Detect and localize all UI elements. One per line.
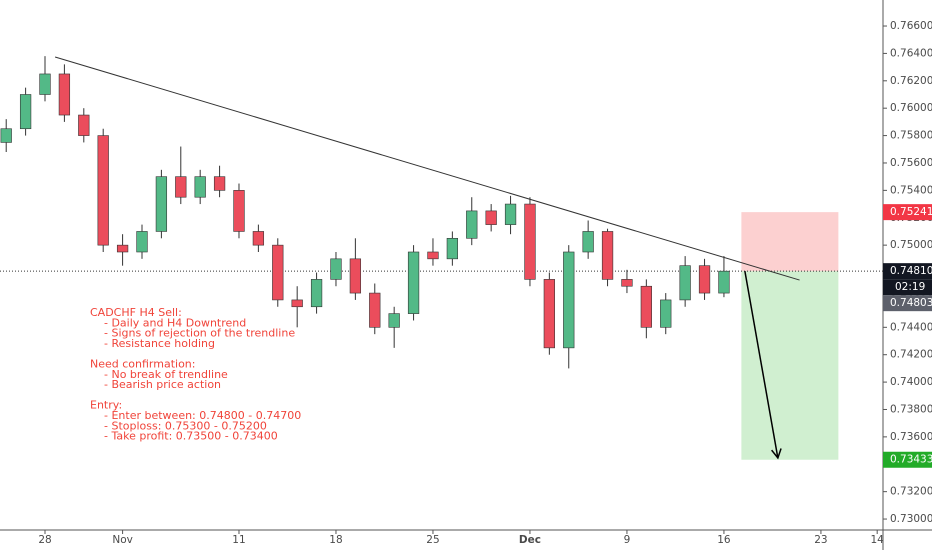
candle-body xyxy=(291,299,303,308)
y-tick-label: 0.74200 xyxy=(890,349,932,361)
note-line: - Stoploss: 0.75300 - 0.75200 xyxy=(104,419,267,432)
x-tick-label: 11 xyxy=(232,534,245,546)
candle-body xyxy=(466,210,478,239)
y-tick-label: 0.75800 xyxy=(890,130,932,142)
candle-body xyxy=(388,313,400,328)
note-line: - No break of trendline xyxy=(104,368,228,381)
target-badge: 0.73433 xyxy=(890,454,932,466)
y-tick-label: 0.73000 xyxy=(890,513,932,525)
candle-body xyxy=(213,176,226,191)
candle-body xyxy=(601,231,614,280)
candle-body xyxy=(310,279,323,308)
x-tick-label: Dec xyxy=(519,534,541,546)
entry-badge: 0.74810 xyxy=(890,265,932,277)
candle-body xyxy=(698,265,711,294)
candle-body xyxy=(718,270,730,294)
bid-badge-bg xyxy=(883,295,932,312)
candle-body xyxy=(194,176,206,198)
candle-body xyxy=(136,231,148,253)
candle-body xyxy=(252,231,265,246)
stop-badge-bg xyxy=(883,204,932,221)
stop-zone xyxy=(741,212,839,272)
y-tick-label: 0.73800 xyxy=(890,403,932,415)
bid-badge: 0.74803 xyxy=(890,297,932,309)
trendline xyxy=(54,56,800,281)
candle-body xyxy=(679,265,691,301)
y-tick-label: 0.75000 xyxy=(890,239,932,251)
x-tick-label: 23 xyxy=(814,534,827,546)
note-line: CADCHF H4 Sell: xyxy=(90,306,182,319)
x-tick-label: 25 xyxy=(426,534,439,546)
y-tick-label: 0.74400 xyxy=(890,321,932,333)
y-tick-label: 0.76400 xyxy=(890,47,932,59)
note-line: - Daily and H4 Downtrend xyxy=(104,316,246,329)
x-tick-label: 9 xyxy=(624,534,631,546)
countdown-bg xyxy=(883,279,932,296)
candle-body xyxy=(407,251,420,314)
candle-body xyxy=(427,251,439,260)
note-line: - Bearish price action xyxy=(104,378,221,391)
stop-badge: 0.75241 xyxy=(890,206,932,218)
candle-body xyxy=(0,128,12,143)
candle-body xyxy=(175,176,187,198)
candle-body xyxy=(19,94,32,130)
candle-body xyxy=(116,244,129,253)
y-tick-label: 0.76600 xyxy=(890,20,932,32)
x-tick-label: 16 xyxy=(717,534,731,546)
y-tick-label: 0.76200 xyxy=(890,75,932,87)
y-tick-label: 0.73600 xyxy=(890,431,932,443)
entry-badge-bg xyxy=(883,263,932,280)
candle-body xyxy=(330,258,342,280)
y-tick-label: 0.73200 xyxy=(890,486,932,498)
x-tick-label: 28 xyxy=(38,534,51,546)
candle-body xyxy=(524,203,536,280)
countdown: 02:19 xyxy=(895,281,925,293)
arrow-head xyxy=(771,448,782,460)
candle-body xyxy=(504,203,517,225)
y-tick-label: 0.75400 xyxy=(890,184,932,196)
candle-body xyxy=(39,73,51,95)
candle-body xyxy=(349,258,362,294)
target-badge-bg xyxy=(883,451,932,468)
candle-body xyxy=(97,135,109,246)
note-line: - Signs of rejection of the trendline xyxy=(104,327,295,340)
x-tick-label: Nov xyxy=(112,534,133,546)
arrow xyxy=(744,271,779,459)
note-line: - Enter between: 0.74800 - 0.74700 xyxy=(104,409,301,422)
x-tick-label: 14 xyxy=(870,534,884,546)
candle-body xyxy=(582,231,594,253)
candle-body xyxy=(58,73,71,116)
candle-body xyxy=(369,292,381,328)
candle-body xyxy=(543,279,555,349)
y-tick-label: 0.74000 xyxy=(890,376,932,388)
note-line: Need confirmation: xyxy=(90,358,195,371)
candle-body xyxy=(272,244,284,301)
candle-body xyxy=(78,114,90,136)
target-zone xyxy=(741,271,839,460)
note-line: - Resistance holding xyxy=(104,337,215,350)
candle-body xyxy=(233,190,245,232)
candle-body xyxy=(446,237,458,260)
note-line: - Take profit: 0.73500 - 0.73400 xyxy=(104,430,278,443)
candle-body xyxy=(155,176,168,232)
y-tick-label: 0.75600 xyxy=(890,157,932,169)
candle-body xyxy=(640,285,652,328)
note-line: Entry: xyxy=(90,399,122,412)
candle-body xyxy=(563,251,575,349)
x-tick-label: 18 xyxy=(329,534,342,546)
candle-body xyxy=(621,279,633,287)
y-tick-label: 0.76000 xyxy=(890,102,932,114)
candle-body xyxy=(485,210,497,225)
candle-body xyxy=(660,299,672,328)
